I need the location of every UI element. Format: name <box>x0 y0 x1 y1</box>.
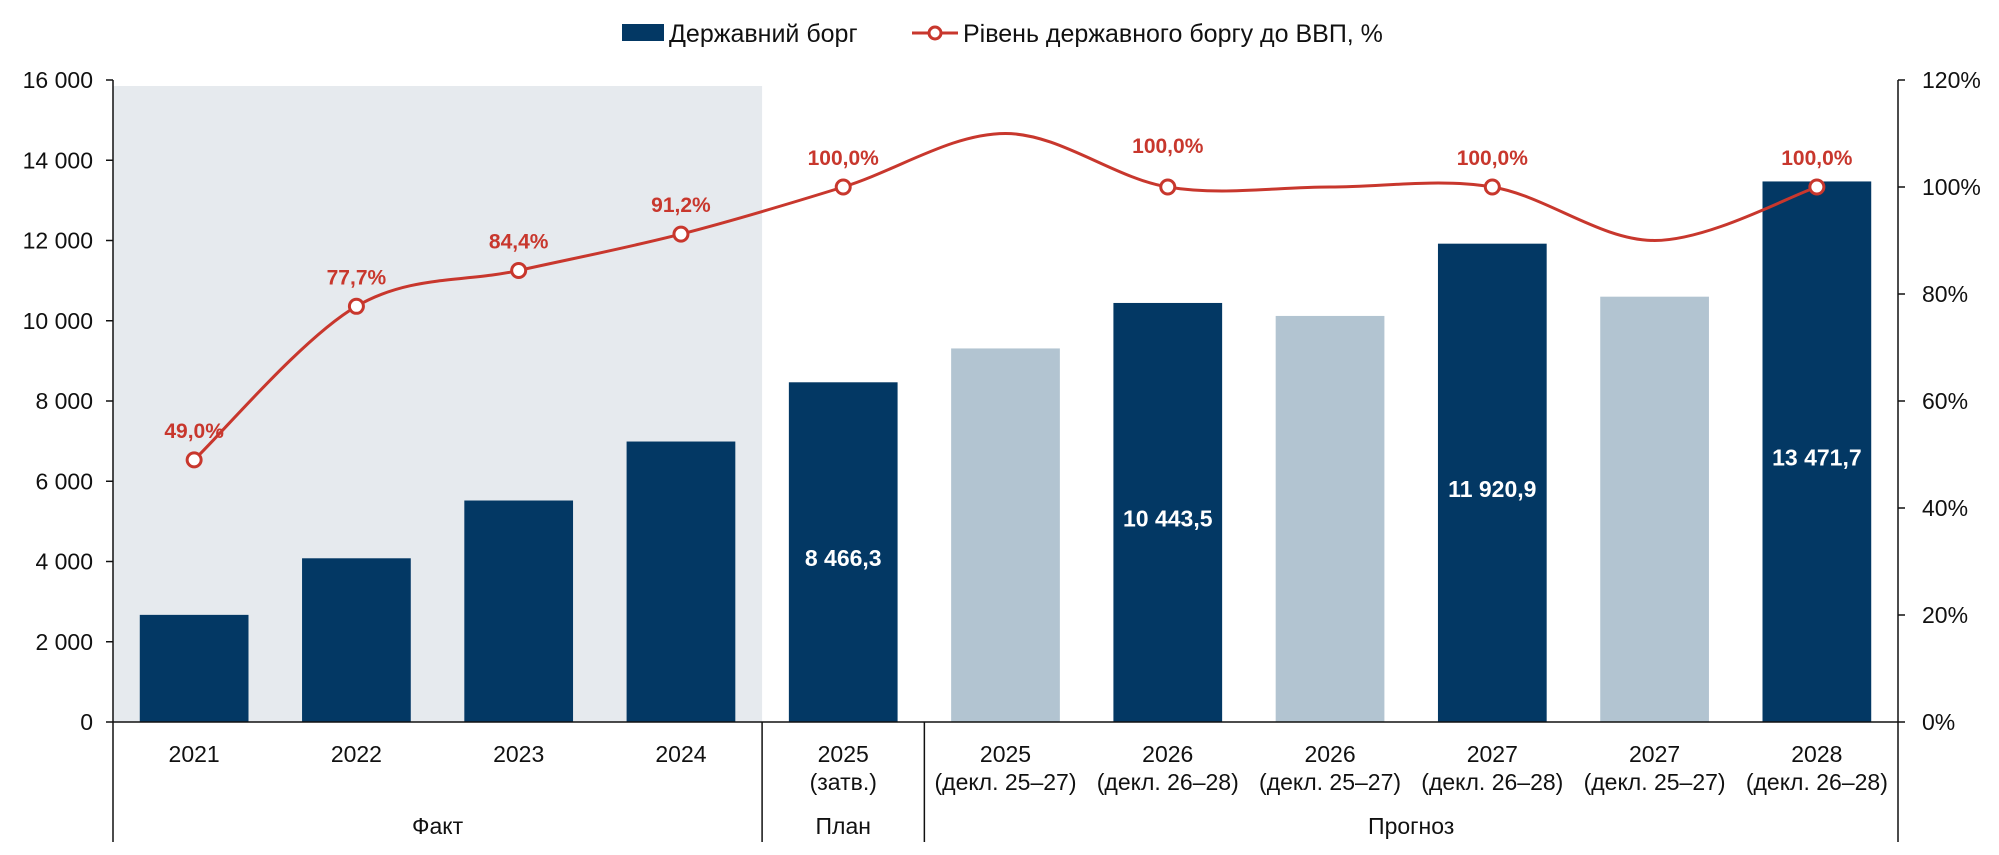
debt-to-gdp-label: 84,4% <box>489 230 549 253</box>
category-label: 2028 <box>1791 741 1842 767</box>
debt-to-gdp-point <box>1159 178 1177 196</box>
category-label: (декл. 25–27) <box>1259 769 1401 795</box>
debt-bar <box>464 500 574 722</box>
debt-to-gdp-point <box>1808 178 1826 196</box>
debt-bar <box>788 382 898 722</box>
debt-to-gdp-label: 100,0% <box>808 147 880 170</box>
plot-area: 0 2 000 4 000 6 000 8 000 10 000 12 000 14 000 1… <box>23 67 1981 842</box>
debt-to-gdp-point <box>347 297 365 315</box>
group-label: План <box>816 813 871 839</box>
debt-bar-label: 8 466,3 <box>805 545 882 571</box>
debt-bar <box>1762 181 1872 722</box>
debt-bar <box>626 441 736 722</box>
debt-bar <box>1113 302 1223 722</box>
debt-bar <box>1437 243 1547 722</box>
category-label: (декл. 26–28) <box>1421 769 1563 795</box>
right-axis-tick-label: 100% <box>1922 174 1981 200</box>
left-axis-tick-label: 6 000 <box>35 468 93 494</box>
debt-bar <box>139 614 249 722</box>
debt-bar <box>1275 315 1385 722</box>
left-axis-tick-label: 0 <box>80 709 93 735</box>
debt-bar <box>951 348 1060 722</box>
debt-bar-label: 13 471,7 <box>1772 445 1862 471</box>
category-label: 2024 <box>655 741 706 767</box>
debt-to-gdp-label: 100,0% <box>1781 147 1853 170</box>
debt-bar-label: 10 443,5 <box>1123 505 1213 531</box>
category-label: 2025 <box>818 741 869 767</box>
right-axis-tick-label: 80% <box>1922 281 1968 307</box>
category-label: (декл. 26–28) <box>1097 769 1239 795</box>
left-axis-tick-label: 2 000 <box>35 629 93 655</box>
right-axis-tick-label: 120% <box>1922 67 1981 93</box>
left-axis-tick-label: 4 000 <box>35 549 93 575</box>
right-axis-tick-label: 0% <box>1922 709 1955 735</box>
category-label: 2026 <box>1142 741 1193 767</box>
group-label: Прогноз <box>1368 813 1454 839</box>
category-label: 2022 <box>331 741 382 767</box>
category-label: 2026 <box>1304 741 1355 767</box>
legend: Державний борг Рівень державного боргу д… <box>622 20 1383 48</box>
category-label: 2021 <box>169 741 220 767</box>
left-axis-tick-label: 16 000 <box>23 67 93 93</box>
category-label: 2027 <box>1629 741 1680 767</box>
group-label: Факт <box>412 813 464 839</box>
debt-to-gdp-point <box>672 225 690 243</box>
left-axis-tick-label: 14 000 <box>23 147 93 173</box>
right-axis-tick-label: 60% <box>1922 388 1968 414</box>
debt-to-gdp-label: 91,2% <box>651 194 711 217</box>
category-label: (декл. 25–27) <box>934 769 1076 795</box>
category-label: (декл. 26–28) <box>1746 769 1888 795</box>
left-axis-tick-label: 10 000 <box>23 308 93 334</box>
debt-bar-label: 11 920,9 <box>1448 476 1536 502</box>
debt-to-gdp-line <box>193 131 1818 461</box>
right-axis-tick-label: 40% <box>1922 495 1968 521</box>
legend-line-label: Рівень державного боргу до ВВП, % <box>963 20 1383 48</box>
debt-to-gdp-point <box>1483 178 1501 196</box>
debt-to-gdp-label: 100,0% <box>1457 147 1529 170</box>
left-axis-tick-label: 12 000 <box>23 228 93 254</box>
right-axis-tick-label: 20% <box>1922 602 1968 628</box>
legend-bar-swatch <box>622 24 664 41</box>
category-label: (затв.) <box>810 769 877 795</box>
category-label: (декл. 25–27) <box>1584 769 1726 795</box>
debt-to-gdp-point <box>834 178 852 196</box>
debt-to-gdp-label: 100,0% <box>1132 135 1204 158</box>
debt-bar <box>302 558 411 722</box>
debt-to-gdp-point <box>510 261 528 279</box>
category-label: 2025 <box>980 741 1031 767</box>
debt-bar <box>1600 296 1709 722</box>
legend-line-marker <box>927 25 943 41</box>
debt-to-gdp-label: 77,7% <box>327 266 387 289</box>
left-axis-tick-label: 8 000 <box>35 388 93 414</box>
debt-to-gdp-label: 49,0% <box>164 420 224 443</box>
debt-to-gdp-point <box>185 451 203 469</box>
category-label: 2023 <box>493 741 544 767</box>
legend-bar-label: Державний борг <box>669 20 858 48</box>
category-label: 2027 <box>1467 741 1518 767</box>
